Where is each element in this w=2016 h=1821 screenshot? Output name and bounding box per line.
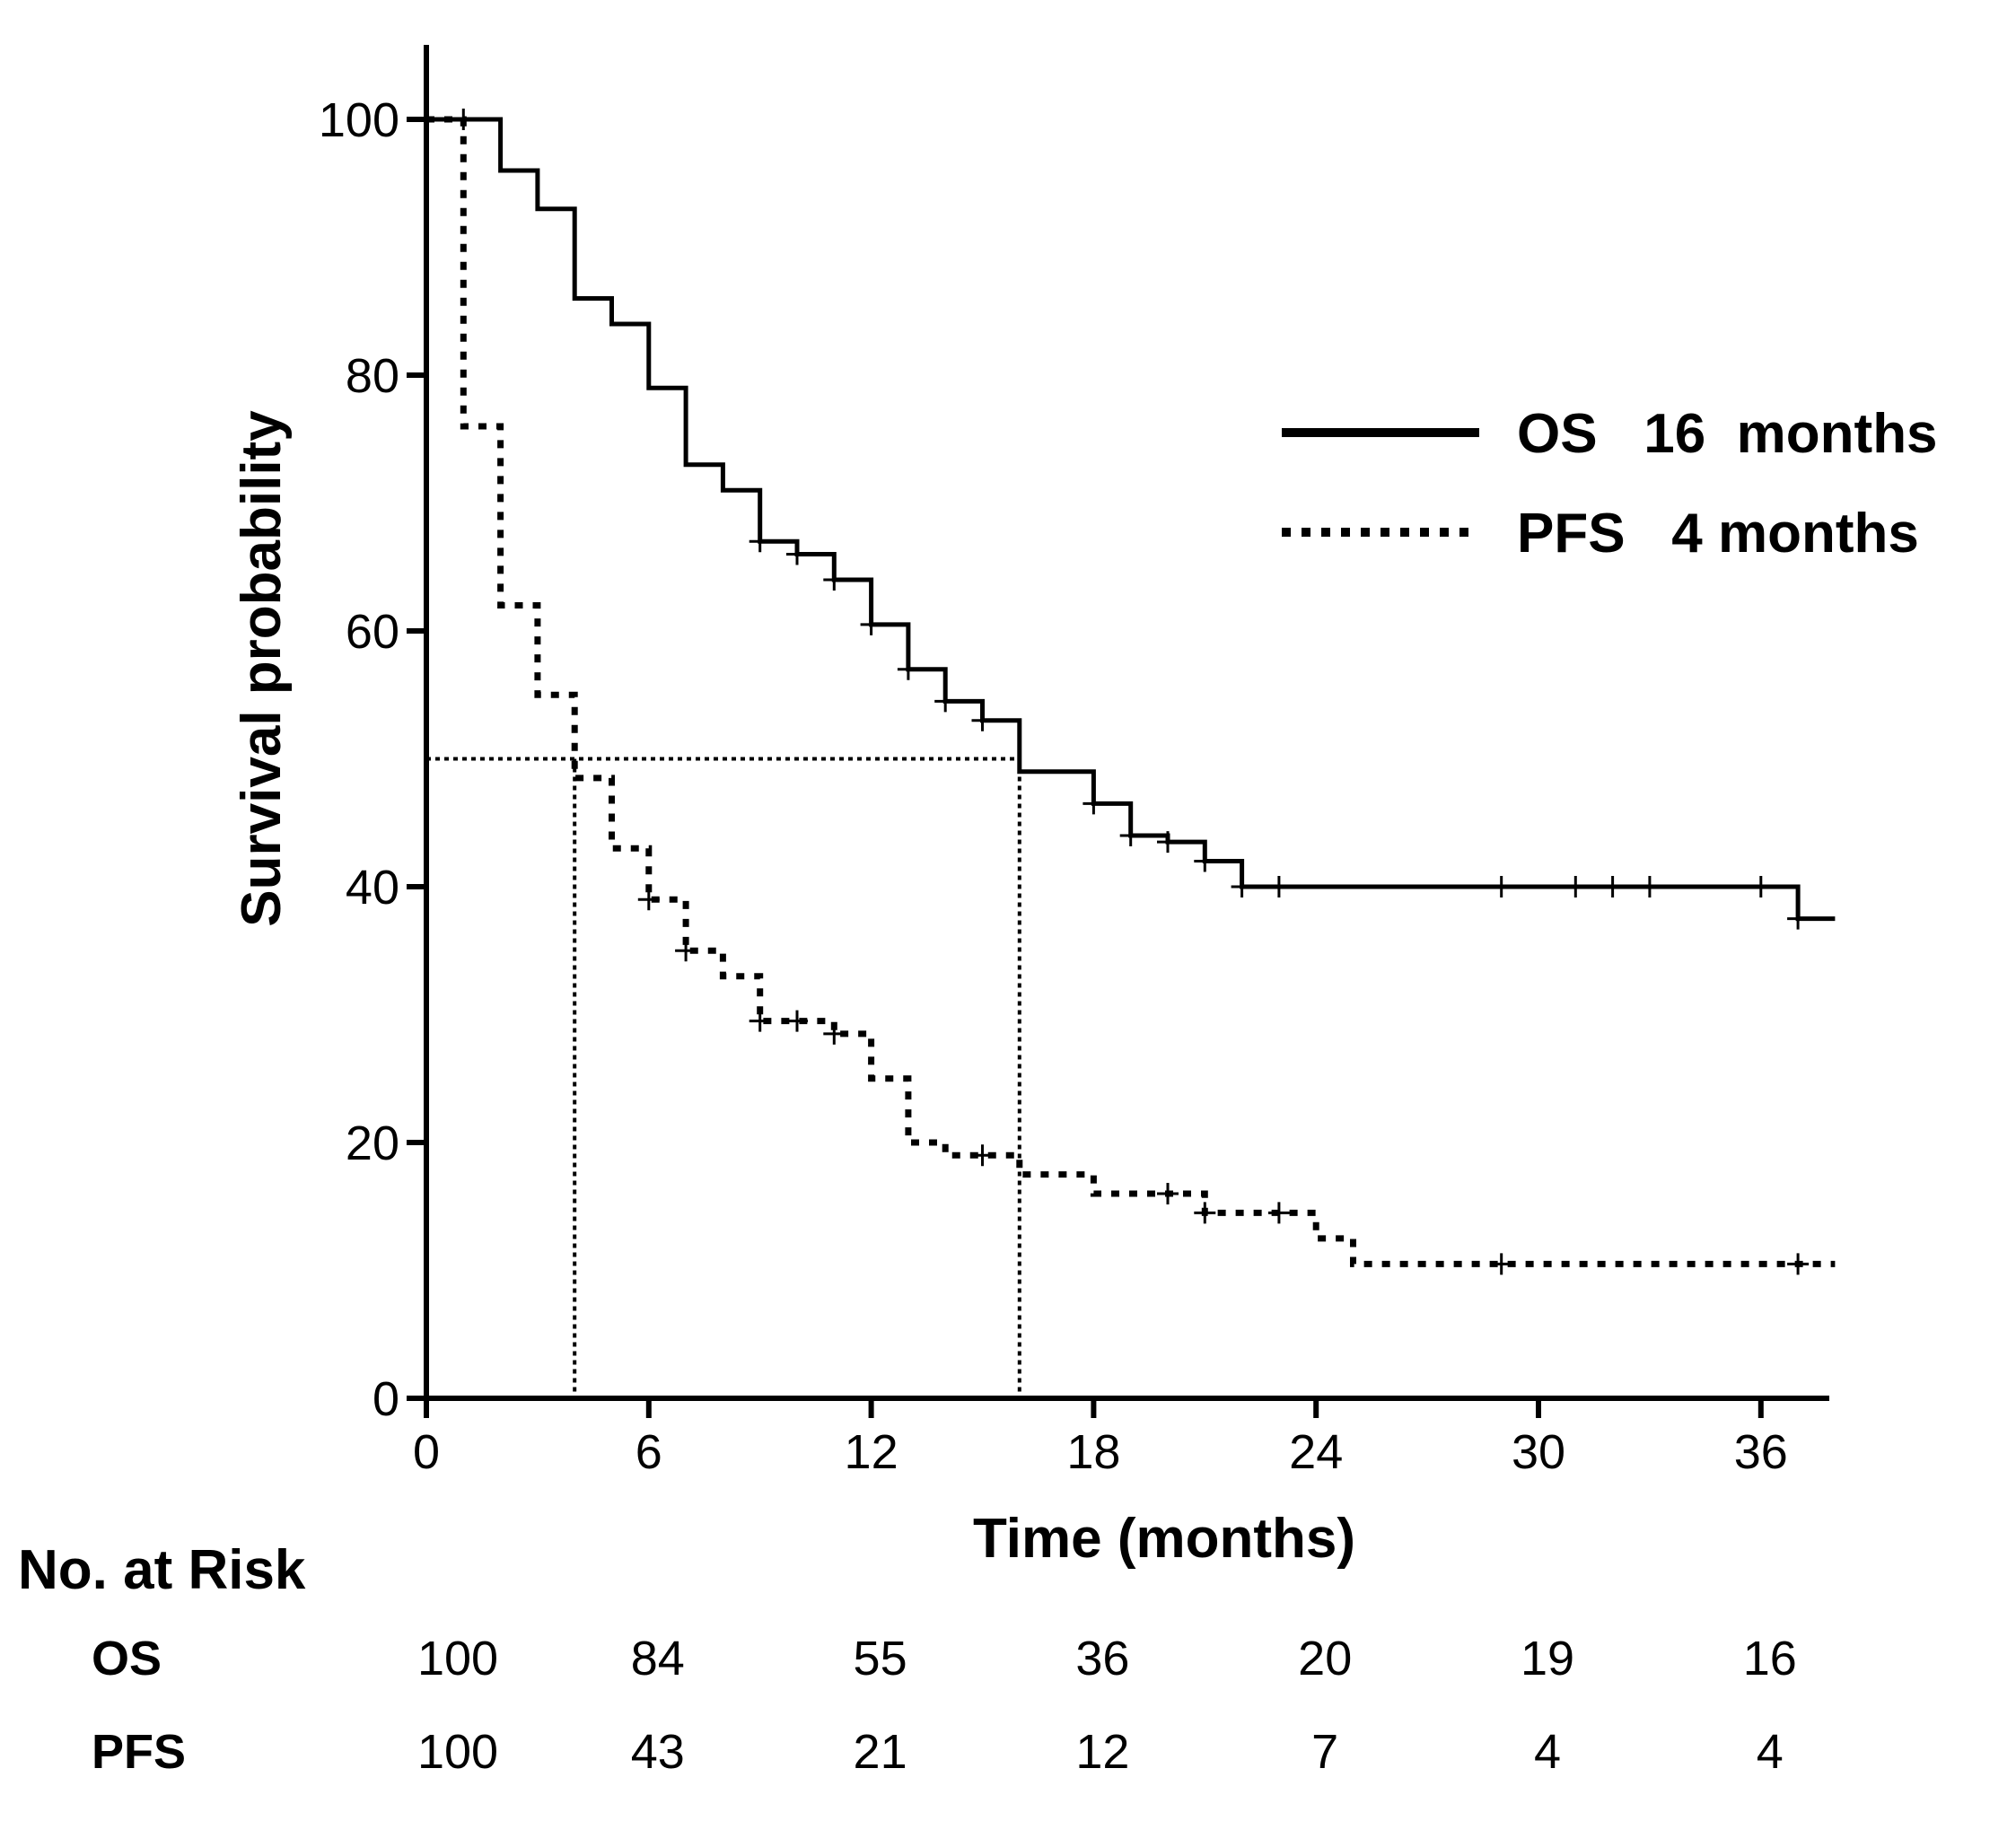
x-tick-label: 6 [635, 1425, 662, 1479]
y-ticks: 0 20 40 60 80 100 [319, 93, 426, 1426]
censor-mark [1787, 1253, 1810, 1275]
censor-mark [786, 1010, 808, 1032]
censor-mark [749, 530, 771, 553]
censor-mark [1787, 907, 1810, 930]
series-line-pfs [426, 116, 1836, 1267]
censor-mark [1601, 876, 1624, 897]
risk-table-title: No. at Risk [18, 1539, 306, 1601]
censor-mark [675, 940, 697, 962]
risk-value: 100 [417, 1725, 498, 1779]
survival-curves [426, 116, 1836, 1267]
censor-mark [1119, 825, 1142, 846]
x-tick-label: 0 [413, 1425, 440, 1479]
x-tick-label: 36 [1734, 1425, 1788, 1479]
risk-value: 43 [631, 1725, 685, 1779]
risk-row-label-pfs: PFS [92, 1725, 186, 1779]
risk-value: 100 [417, 1632, 498, 1685]
censor-mark [1194, 850, 1216, 872]
censor-mark [1231, 876, 1253, 897]
censor-mark [897, 658, 919, 680]
y-tick-label: 100 [319, 93, 399, 147]
y-tick-label: 80 [346, 349, 399, 403]
median-reference-lines [426, 757, 1021, 1398]
risk-value: 19 [1521, 1632, 1574, 1685]
risk-value: 12 [1075, 1725, 1129, 1779]
y-tick-label: 20 [346, 1116, 399, 1170]
censor-mark [1490, 876, 1512, 897]
censor-mark [1083, 792, 1105, 815]
risk-value: 21 [854, 1725, 907, 1779]
legend: OS 16 months PFS 4 months [1282, 403, 1938, 565]
risk-value: 55 [854, 1632, 907, 1685]
censor-mark [971, 1144, 994, 1167]
censor-mark [934, 690, 957, 713]
risk-value: 16 [1743, 1632, 1797, 1685]
risk-table: No. at Risk OS PFS 100 84 55 36 20 19 16 100 43 2… [18, 1539, 1797, 1779]
censor-mark [1749, 876, 1772, 897]
x-axis-title: Time (months) [973, 1508, 1355, 1570]
risk-values: 100 84 55 36 20 19 16 100 43 21 12 7 4 4 [417, 1632, 1797, 1779]
risk-value: 4 [1534, 1725, 1561, 1779]
y-tick-label: 60 [346, 605, 399, 659]
censor-mark [823, 569, 846, 591]
censor-mark [1490, 1253, 1512, 1275]
censor-mark [971, 709, 994, 731]
censor-mark [1157, 1183, 1179, 1204]
censor-mark [637, 889, 660, 911]
y-tick-label: 40 [346, 861, 399, 915]
axes [424, 45, 1829, 1401]
censor-mark [786, 543, 808, 565]
censor-mark [749, 1010, 771, 1032]
censor-mark [1267, 876, 1290, 897]
risk-value: 84 [631, 1632, 685, 1685]
x-tick-label: 12 [845, 1425, 898, 1479]
legend-label-pfs: PFS 4 months [1517, 503, 1919, 565]
risk-value: 36 [1075, 1632, 1129, 1685]
censor-mark [1638, 876, 1661, 897]
y-axis-title: Survival probability [231, 410, 293, 927]
risk-value: 4 [1757, 1725, 1784, 1779]
censor-mark [1194, 1202, 1216, 1224]
risk-row-label-os: OS [92, 1632, 162, 1685]
legend-label-os: OS 16 months [1517, 403, 1938, 465]
censor-mark [1157, 831, 1179, 854]
y-tick-label: 0 [373, 1372, 399, 1426]
risk-value: 7 [1311, 1725, 1338, 1779]
risk-value: 20 [1298, 1632, 1352, 1685]
censor-mark [452, 109, 475, 130]
x-tick-label: 24 [1289, 1425, 1343, 1479]
x-tick-label: 18 [1066, 1425, 1120, 1479]
censor-mark [1267, 1202, 1290, 1224]
x-tick-label: 30 [1512, 1425, 1565, 1479]
x-ticks: 0 6 12 18 24 30 36 [413, 1398, 1788, 1479]
censor-mark [860, 613, 882, 635]
censor-mark [823, 1022, 846, 1045]
censor-mark [1565, 876, 1587, 897]
censor-marks [452, 109, 1810, 1275]
